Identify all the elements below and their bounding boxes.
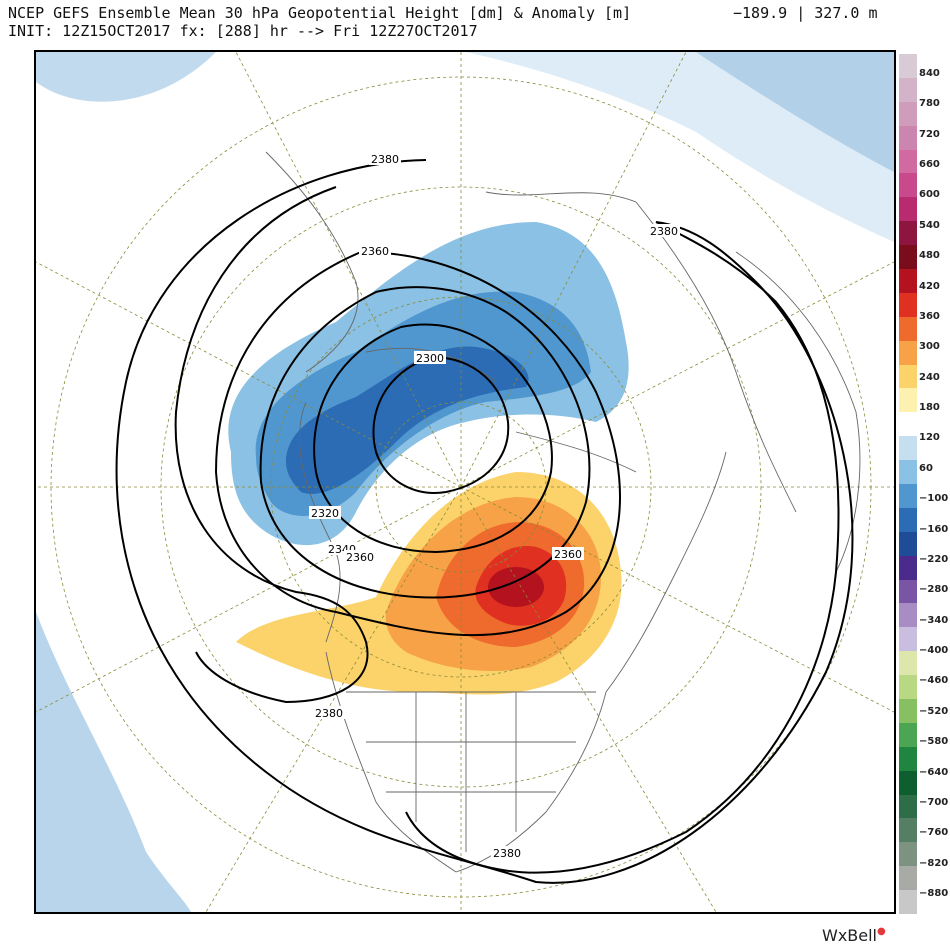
colorbar-label: 420 [919,280,940,292]
colorbar-swatch [899,484,917,509]
height-contours [115,159,854,884]
colorbar-swatch [899,340,917,366]
colorbar-swatch [899,818,917,843]
colorbar-swatch [899,316,917,342]
colorbar-label: −520 [919,705,949,717]
colorbar-label: 660 [919,159,940,171]
colorbar-label: −280 [919,584,949,596]
colorbar-swatch [899,507,917,533]
contour-label: 2360 [361,245,389,258]
colorbar-swatch [899,770,917,796]
contour-label: 2380 [493,847,521,860]
colorbar-swatch [899,675,917,700]
contour-2300 [372,355,510,494]
colorbar-swatch [899,555,917,581]
colorbar-label: −340 [919,614,949,626]
negative-anomaly-region-pacific [36,612,191,912]
colorbar-label: −160 [919,523,949,535]
colorbar-swatch [899,460,917,485]
colorbar-label: 240 [919,371,940,383]
colorbar-label: −400 [919,645,949,657]
colorbar-label: −460 [919,675,949,687]
contour-label: 2380 [315,707,343,720]
colorbar-label: 300 [919,341,940,353]
graticule [36,52,894,912]
colorbar-label: −580 [919,736,949,748]
contour-label: 2320 [311,507,339,520]
colorbar-swatch [899,364,917,389]
colorbar-swatch [899,890,917,915]
negative-anomaly-core [286,346,529,494]
contour-2380-outer-ring [405,221,840,874]
contour-2360 [174,186,369,704]
colorbar-swatch [899,603,917,628]
colorbar-label: 180 [919,402,940,414]
colorbar-swatch [899,245,917,270]
negative-anomaly-region-west [36,52,216,102]
colorbar-swatch [899,842,917,867]
negative-anomaly-region-north [76,52,894,242]
contour-2340 [259,286,591,599]
colorbar-swatch [899,388,917,413]
positive-anomaly-max [488,567,544,607]
polar-stereographic-map[interactable]: 2380 2380 2360 2300 2320 2340 2360 2360 … [34,50,896,914]
colorbar-swatch [899,579,917,604]
colorbar-swatch [899,436,917,461]
logo-text: WxBell [822,926,877,945]
colorbar-swatch [899,269,917,294]
colorbar-swatch [899,722,917,748]
colorbar-label: 540 [919,219,940,231]
colorbar-label: −100 [919,493,949,505]
contour-2360-main [214,250,621,637]
map-canvas: 2380 2380 2360 2300 2320 2340 2360 2360 … [36,52,894,912]
colorbar-label: −700 [919,796,949,808]
colorbar-swatch [899,292,917,318]
colorbar-label: 780 [919,98,940,110]
colorbar-swatch [899,77,917,103]
colorbar-label: 480 [919,250,940,262]
colorbar-label: −880 [919,888,949,899]
colorbar-label: −760 [919,827,949,839]
colorbar-swatch [899,531,917,557]
contour-label: 2380 [371,153,399,166]
colorbar-label: 60 [919,462,933,474]
colorbar-swatch [899,173,917,198]
colorbar-label: −640 [919,766,949,778]
logo-dot-icon: ● [877,926,886,937]
colorbar-swatch [899,746,917,772]
contour-label: 2360 [554,548,582,561]
colorbar-swatch [899,101,917,127]
contour-label: 2360 [346,551,374,564]
map-title-line-2: INIT: 12Z15OCT2017 fx: [288] hr --> Fri … [8,22,478,40]
anomaly-colorbar [899,54,917,915]
colorbar-labels: 840 780 720 660 600 540 480 420 360 300 240 180 120 6… [919,54,950,914]
colorbar-label: 600 [919,189,940,201]
colorbar-swatch [899,149,917,174]
colorbar-swatch [899,125,917,151]
colorbar-swatch [899,54,917,79]
colorbar-label: 720 [919,128,940,140]
colorbar-swatch [899,794,917,819]
colorbar-label: −220 [919,553,949,565]
anomaly-range-readout: −189.9 | 327.0 m [733,4,878,22]
colorbar-label: −820 [919,857,949,869]
colorbar-swatch [899,197,917,222]
contour-labels: 2380 2380 2360 2300 2320 2340 2360 2360 … [309,152,680,860]
colorbar-swatch [899,866,917,891]
colorbar-label: 840 [919,68,940,79]
colorbar-swatch [899,221,917,246]
contour-label: 2380 [650,225,678,238]
colorbar-label: 360 [919,310,940,322]
map-title-line-1: NCEP GEFS Ensemble Mean 30 hPa Geopotent… [8,4,632,22]
colorbar-swatch [899,627,917,652]
colorbar-swatch [899,412,917,437]
negative-anomaly-region-northeast [696,52,894,172]
wxbell-logo: WxBell● [822,926,886,945]
colorbar-label: 120 [919,432,940,444]
colorbar-swatch [899,651,917,676]
contour-label: 2300 [416,352,444,365]
colorbar-swatch [899,699,917,724]
contour-2320 [313,323,553,554]
